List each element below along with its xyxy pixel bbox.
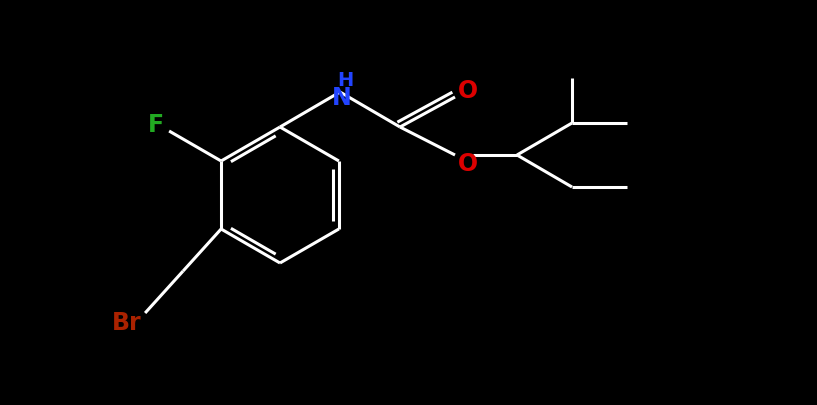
- Text: O: O: [458, 151, 478, 175]
- Text: O: O: [458, 79, 478, 103]
- Text: H: H: [337, 71, 353, 90]
- Text: N: N: [333, 86, 352, 110]
- Text: F: F: [148, 113, 164, 136]
- Text: Br: Br: [112, 310, 142, 334]
